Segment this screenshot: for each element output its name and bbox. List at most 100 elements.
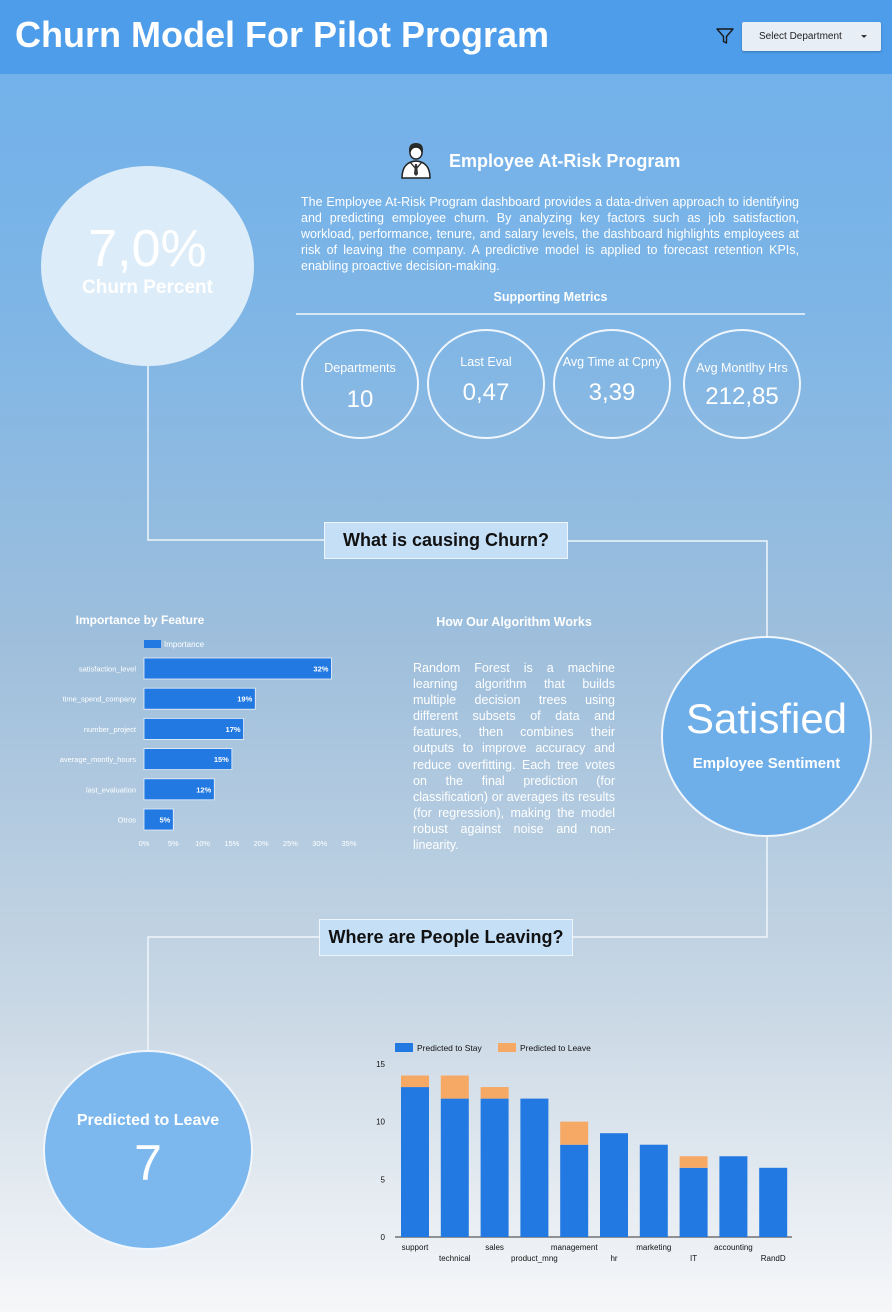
- category-label: support: [402, 1243, 429, 1252]
- page-title: Churn Model For Pilot Program: [15, 14, 550, 55]
- x-tick-label: 10%: [195, 839, 210, 848]
- x-tick-label: 35%: [341, 839, 356, 848]
- section-causing-churn: What is causing Churn?: [324, 522, 568, 559]
- bar-leave: [440, 1075, 469, 1099]
- x-tick-label: 25%: [283, 839, 298, 848]
- churn-percent-label: Churn Percent: [82, 277, 213, 298]
- data-label: 12%: [196, 785, 211, 794]
- y-tick-label: 0: [381, 1233, 386, 1242]
- legend-label-stay: Predicted to Stay: [417, 1043, 482, 1053]
- y-tick-label: 15: [376, 1060, 385, 1069]
- category-label: IT: [690, 1254, 697, 1263]
- bar-stay: [679, 1167, 708, 1237]
- sentiment-value: Satisfied: [685, 695, 848, 742]
- section-where-leaving: Where are People Leaving?: [319, 919, 573, 956]
- data-label: 17%: [226, 725, 241, 734]
- employee-sentiment-circle: Satisfied Employee Sentiment: [661, 636, 872, 837]
- predicted-leave-value: 7: [134, 1135, 162, 1191]
- category-label: sales: [485, 1243, 504, 1252]
- category-label: time_spend_company: [63, 695, 137, 704]
- x-tick-label: 0%: [139, 839, 150, 848]
- metric-value: 212,85: [705, 383, 779, 410]
- chevron-down-icon: [861, 35, 867, 38]
- bar-stay: [480, 1098, 509, 1237]
- bar-stay: [560, 1144, 589, 1237]
- y-tick-label: 10: [376, 1118, 385, 1127]
- legend-label-leave: Predicted to Leave: [520, 1043, 591, 1053]
- data-label: 19%: [237, 695, 252, 704]
- metric-value: 0,47: [462, 379, 510, 406]
- category-label: Otros: [118, 816, 137, 825]
- category-label: satisfaction_level: [79, 665, 136, 674]
- bar: [143, 657, 332, 680]
- bar-stay: [719, 1156, 748, 1237]
- category-label: management: [551, 1243, 598, 1252]
- metric-label: Departments: [324, 361, 396, 375]
- legend-swatch-stay: [395, 1043, 413, 1052]
- header-bar: Churn Model For Pilot Program Select Dep…: [0, 0, 892, 74]
- algorithm-title: How Our Algorithm Works: [436, 615, 592, 629]
- bar-stay: [759, 1167, 788, 1237]
- data-label: 5%: [159, 816, 170, 825]
- bar-stay: [600, 1133, 628, 1237]
- legend-swatch: [144, 640, 161, 648]
- algorithm-description: Random Forest is a machine learning algo…: [413, 661, 615, 853]
- x-tick-label: 30%: [312, 839, 327, 848]
- chart-title: Importance by Feature: [76, 613, 205, 627]
- metric-value: 10: [346, 386, 374, 413]
- bar: [143, 778, 215, 801]
- filter-icon[interactable]: [715, 26, 735, 46]
- metric-avg-time: Avg Time at Cpny 3,39: [553, 329, 671, 439]
- predicted-leave-circle: Predicted to Leave 7: [43, 1050, 253, 1250]
- y-tick-label: 5: [381, 1175, 386, 1184]
- data-label: 32%: [313, 665, 328, 674]
- bar-stay: [639, 1144, 668, 1237]
- category-label: number_project: [84, 725, 137, 734]
- supporting-metrics-title: Supporting Metrics: [493, 290, 608, 304]
- program-title: Employee At-Risk Program: [449, 151, 681, 171]
- legend-label: Importance: [164, 640, 205, 649]
- churn-percent-value: 7,0%: [88, 220, 207, 278]
- bar-leave: [679, 1156, 708, 1168]
- category-label: product_mng: [511, 1254, 558, 1263]
- metric-value: 3,39: [588, 379, 636, 406]
- bar: [143, 748, 233, 771]
- sentiment-label: Employee Sentiment: [692, 755, 841, 772]
- bar-leave: [560, 1121, 589, 1145]
- bar-stay: [401, 1087, 429, 1237]
- department-prediction-chart: Predicted to Stay Predicted to Leave 0 5 10 1…: [376, 1043, 792, 1263]
- bar: [143, 808, 174, 831]
- metric-avg-hours: Avg Montlhy Hrs 212,85: [683, 329, 801, 439]
- bar-leave: [480, 1087, 509, 1099]
- feature-importance-chart: Importance by Feature Importance satisfact…: [60, 613, 357, 848]
- category-label: RandD: [761, 1254, 786, 1263]
- category-label: hr: [610, 1254, 617, 1263]
- x-tick-label: 15%: [224, 839, 239, 848]
- bar: [143, 687, 256, 710]
- bar: [143, 718, 244, 740]
- category-label: accounting: [714, 1243, 753, 1252]
- metric-last-eval: Last Eval 0,47: [427, 329, 545, 439]
- predicted-leave-label: Predicted to Leave: [76, 1112, 220, 1129]
- metric-label: Avg Montlhy Hrs: [696, 361, 788, 375]
- category-label: average_montly_hours: [60, 755, 137, 764]
- x-tick-label: 20%: [254, 839, 269, 848]
- bar-leave: [401, 1075, 429, 1088]
- employee-icon: [401, 143, 431, 179]
- bar-stay: [440, 1098, 469, 1237]
- churn-percent-circle: 7,0% Churn Percent: [41, 166, 254, 366]
- data-label: 15%: [214, 755, 229, 764]
- bar-stay: [520, 1098, 549, 1237]
- metric-label: Last Eval: [460, 355, 512, 369]
- department-select[interactable]: Select Department: [742, 22, 881, 51]
- metric-label: Avg Time at Cpny: [562, 355, 662, 369]
- metric-departments: Departments 10: [301, 329, 419, 439]
- legend-swatch-leave: [498, 1043, 516, 1052]
- department-select-label: Select Department: [759, 31, 842, 42]
- category-label: marketing: [636, 1243, 671, 1252]
- divider: [296, 313, 805, 315]
- program-description: The Employee At-Risk Program dashboard p…: [301, 195, 799, 273]
- category-label: last_evaluation: [86, 785, 136, 794]
- x-tick-label: 5%: [168, 839, 179, 848]
